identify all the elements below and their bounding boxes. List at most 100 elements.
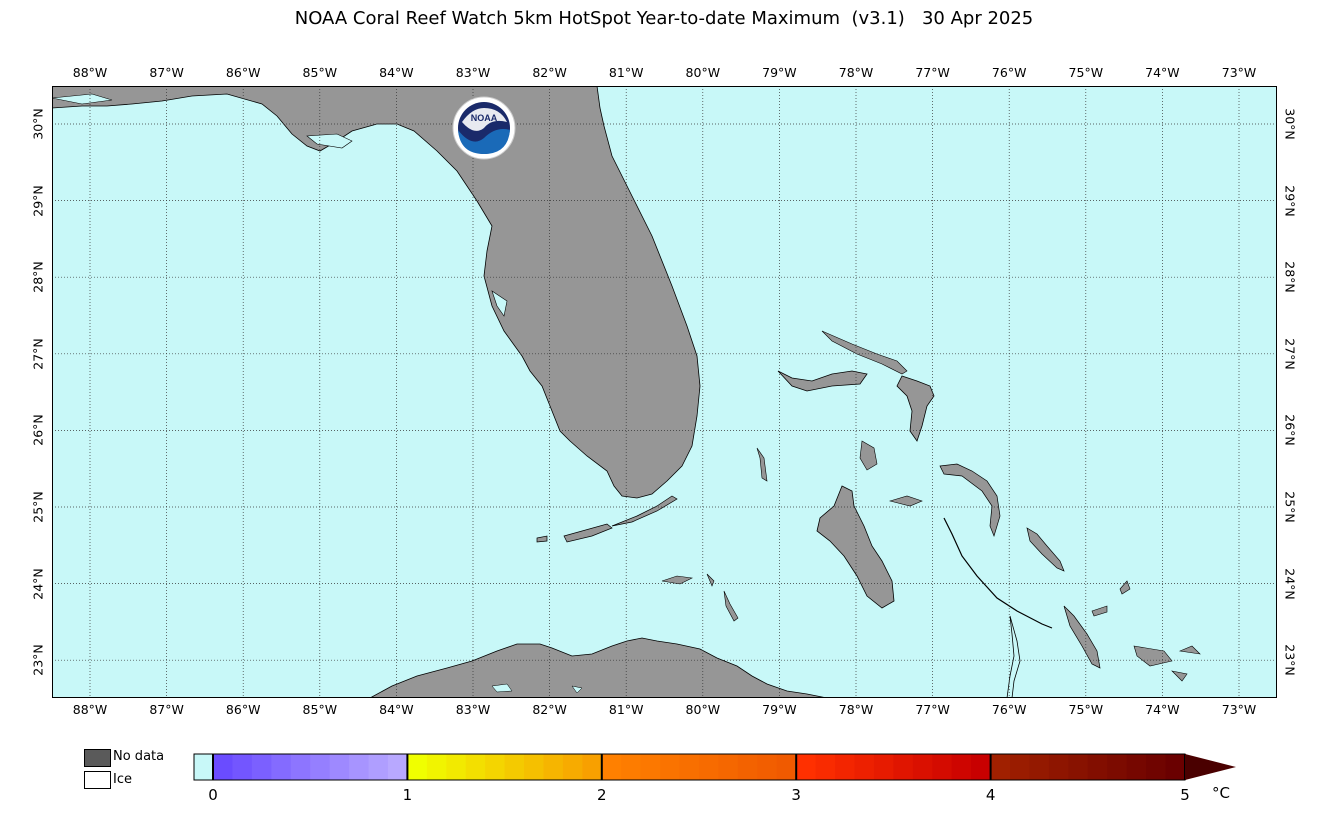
longitude-label: 73°W xyxy=(1221,702,1257,717)
longitude-label: 79°W xyxy=(762,702,797,717)
colorbar-cell xyxy=(660,754,681,780)
latitude-label: 28°N xyxy=(30,261,46,293)
longitude-label: 77°W xyxy=(915,702,950,717)
colorbar-tick-label: 2 xyxy=(597,786,607,804)
latitude-label: 30°N xyxy=(1282,108,1298,140)
florida-keys xyxy=(536,495,678,543)
map-title: NOAA Coral Reef Watch 5km HotSpot Year-t… xyxy=(294,8,1034,29)
colorbar-tick-label: 0 xyxy=(208,786,218,804)
colorbar-tick-label: 4 xyxy=(985,786,996,804)
colorbar-cell xyxy=(971,754,992,780)
latitude-label: 27°N xyxy=(30,338,46,370)
colorbar-cell xyxy=(426,754,447,780)
latitude-label: 25°N xyxy=(30,491,46,523)
colorbar-cell xyxy=(640,754,661,780)
longitude-label: 84°W xyxy=(379,702,414,717)
colorbar-unit: °C xyxy=(1212,784,1230,802)
colorbar-tick-label: 3 xyxy=(791,786,801,804)
latitude-label: 26°N xyxy=(1282,414,1298,447)
longitude-label: 82°W xyxy=(532,702,567,717)
colorbar-cell xyxy=(893,754,914,780)
longitude-label: 86°W xyxy=(225,702,261,717)
longitude-label: 74°W xyxy=(1145,65,1180,80)
longitude-label: 88°W xyxy=(72,702,108,717)
map-frame xyxy=(52,86,1277,698)
colorbar-cell xyxy=(873,754,894,780)
colorbar-cell xyxy=(854,754,875,780)
longitude-label: 80°W xyxy=(685,65,721,80)
ice-swatch xyxy=(84,771,111,789)
latitude-label: 30°N xyxy=(30,108,46,140)
colorbar-cell xyxy=(543,754,564,780)
abaco-islands xyxy=(896,375,935,442)
colorbar-cell xyxy=(213,754,233,780)
latitude-label: 24°N xyxy=(1282,567,1298,600)
latitude-label: 27°N xyxy=(1282,338,1298,370)
longitude-label: 82°W xyxy=(532,65,567,80)
longitude-label: 78°W xyxy=(838,702,874,717)
longitude-label: 81°W xyxy=(608,702,644,717)
latitude-label: 26°N xyxy=(30,414,46,447)
latitude-label: 24°N xyxy=(30,567,46,600)
colorbar-cells xyxy=(193,753,1186,781)
longitude-label: 83°W xyxy=(455,702,491,717)
colorbar-cell xyxy=(1146,754,1167,780)
longitude-label: 81°W xyxy=(608,65,644,80)
colorbar-cell xyxy=(1087,754,1108,780)
tampa-bay xyxy=(491,290,508,317)
latitude-label: 23°N xyxy=(30,644,46,676)
southern-bahamas-islands xyxy=(1091,580,1201,682)
latitude-label: 29°N xyxy=(1282,184,1298,217)
colorbar-cell xyxy=(407,754,428,780)
ragged-island-chain xyxy=(1006,615,1021,698)
colorbar-cell xyxy=(251,754,272,780)
latitude-label: 28°N xyxy=(1282,261,1298,293)
longitude-label: 77°W xyxy=(915,65,950,80)
colorbar-cell xyxy=(582,754,603,780)
long-island xyxy=(1063,605,1101,669)
longitude-label: 87°W xyxy=(149,702,184,717)
colorbar-cell xyxy=(232,754,253,780)
longitude-label: 75°W xyxy=(1068,702,1104,717)
colorbar-tick-label: 5 xyxy=(1180,786,1190,804)
new-providence xyxy=(888,495,923,507)
longitude-label: 85°W xyxy=(302,65,338,80)
colorbar-cell xyxy=(446,754,467,780)
bimini-and-berry-islands xyxy=(756,440,878,482)
colorbar-cell xyxy=(679,754,700,780)
latitude-label: 23°N xyxy=(1282,644,1298,676)
graticule xyxy=(52,86,1277,698)
colorbar-cell xyxy=(737,754,758,780)
colorbar-cell xyxy=(912,754,933,780)
colorbar-cell xyxy=(465,754,486,780)
colorbar-cell xyxy=(951,754,972,780)
cuba-bays xyxy=(491,683,583,694)
longitude-label: 83°W xyxy=(455,65,491,80)
colorbar-cell xyxy=(699,754,719,780)
longitude-label: 76°W xyxy=(991,65,1027,80)
grand-bahama xyxy=(777,370,868,392)
exuma-cays xyxy=(943,517,1053,629)
colorbar-cell xyxy=(504,754,525,780)
colorbar-cell xyxy=(387,754,408,780)
colorbar-cell xyxy=(1010,754,1030,780)
eleuthera xyxy=(939,463,1001,538)
no-data-label: No data xyxy=(113,749,165,764)
colorbar-cell xyxy=(718,754,739,780)
colorbar-cell xyxy=(776,754,797,780)
map-panel[interactable]: NOAA xyxy=(52,86,1277,698)
colorbar-cell xyxy=(329,754,350,780)
longitude-label: 87°W xyxy=(149,65,184,80)
colorbar-cell xyxy=(621,754,642,780)
colorbar-cell xyxy=(1107,754,1128,780)
no-data-swatch xyxy=(84,749,111,767)
colorbar-zero-cell xyxy=(194,754,213,780)
florida-landmass xyxy=(52,86,701,499)
pensacola-bay xyxy=(52,93,113,105)
longitude-label: 78°W xyxy=(838,65,874,80)
little-bahama-bank-cays xyxy=(821,330,908,375)
colorbar-cell xyxy=(524,754,544,780)
colorbar-cell xyxy=(1029,754,1050,780)
cat-island xyxy=(1026,527,1065,572)
longitude-label: 74°W xyxy=(1145,702,1180,717)
